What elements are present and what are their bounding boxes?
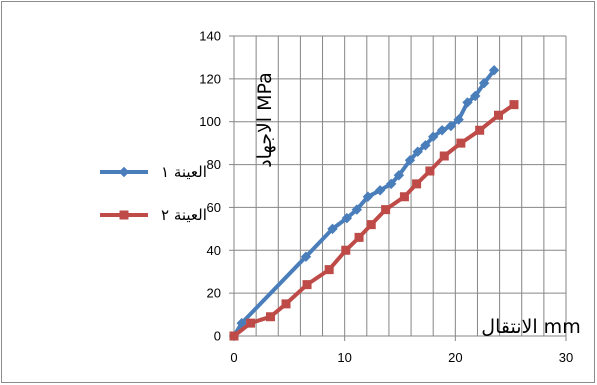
- data-point-series-1: [453, 114, 464, 125]
- data-point-series-2: [266, 312, 276, 322]
- data-point-series-2: [246, 318, 256, 328]
- legend-marker-series-1: [118, 166, 130, 178]
- data-point-series-2: [493, 110, 503, 120]
- data-point-series-1: [404, 155, 416, 166]
- x-tick-label: 30: [559, 350, 573, 365]
- data-point-series-1: [470, 90, 481, 102]
- data-point-series-1: [351, 204, 363, 215]
- legend-item-series-1: العينة ١: [100, 163, 207, 181]
- tick-labels: 0 20 40 60 80 100 120 140 0 10 20 30: [199, 29, 573, 366]
- data-point-series-2: [341, 245, 351, 255]
- y-tick-label: 140: [199, 29, 221, 44]
- data-point-series-1: [327, 223, 338, 235]
- axes: [229, 35, 567, 341]
- y-tick-label: 20: [207, 286, 221, 301]
- y-tick-label: 60: [207, 200, 221, 215]
- data-point-series-2: [302, 280, 312, 290]
- data-point-series-1: [341, 212, 353, 224]
- y-tick-label: 0: [214, 329, 221, 344]
- data-point-series-1: [300, 251, 312, 262]
- data-point-series-2: [399, 192, 409, 202]
- data-point-series-2: [229, 331, 239, 341]
- data-point-series-1: [427, 131, 439, 142]
- gridlines: [234, 35, 567, 336]
- data-point-series-2: [456, 138, 466, 148]
- data-point-series-1: [445, 120, 457, 132]
- legend: العينة ١ العينة ٢: [100, 163, 207, 224]
- data-point-series-2: [412, 179, 422, 189]
- data-point-series-1: [374, 185, 386, 196]
- data-point-series-1: [362, 191, 374, 202]
- data-point-series-2: [425, 166, 435, 176]
- series-lines: [228, 65, 519, 342]
- data-point-series-2: [381, 205, 391, 215]
- y-axis-title: الاجهاد MPa: [254, 72, 276, 168]
- y-tick-label: 120: [199, 71, 221, 86]
- legend-marker-series-2: [119, 210, 129, 220]
- data-point-series-1: [478, 77, 490, 89]
- data-point-series-1: [420, 140, 431, 151]
- data-point-series-2: [354, 232, 364, 242]
- data-point-series-2: [439, 151, 449, 161]
- data-point-series-2: [366, 220, 376, 230]
- y-tick-label: 40: [207, 243, 221, 258]
- data-point-series-2: [281, 299, 291, 309]
- legend-item-series-2: العينة ٢: [100, 206, 207, 224]
- x-tick-label: 20: [448, 350, 462, 365]
- legend-label-series-1: العينة ١: [161, 163, 207, 181]
- x-axis-title: الانتقال mm: [481, 316, 580, 338]
- y-tick-label: 80: [207, 157, 221, 172]
- data-point-series-1: [412, 146, 423, 157]
- data-point-series-1: [436, 125, 448, 136]
- data-point-series-1: [385, 178, 397, 190]
- y-tick-label: 100: [199, 114, 221, 129]
- x-tick-label: 10: [337, 350, 351, 365]
- data-point-series-2: [324, 265, 334, 275]
- data-point-series-1: [393, 170, 405, 181]
- data-point-series-1: [462, 97, 473, 108]
- x-tick-label: 0: [230, 350, 237, 365]
- legend-label-series-2: العينة ٢: [161, 206, 207, 224]
- data-point-series-1: [488, 65, 500, 76]
- data-point-series-2: [509, 100, 519, 110]
- data-point-series-2: [475, 125, 485, 135]
